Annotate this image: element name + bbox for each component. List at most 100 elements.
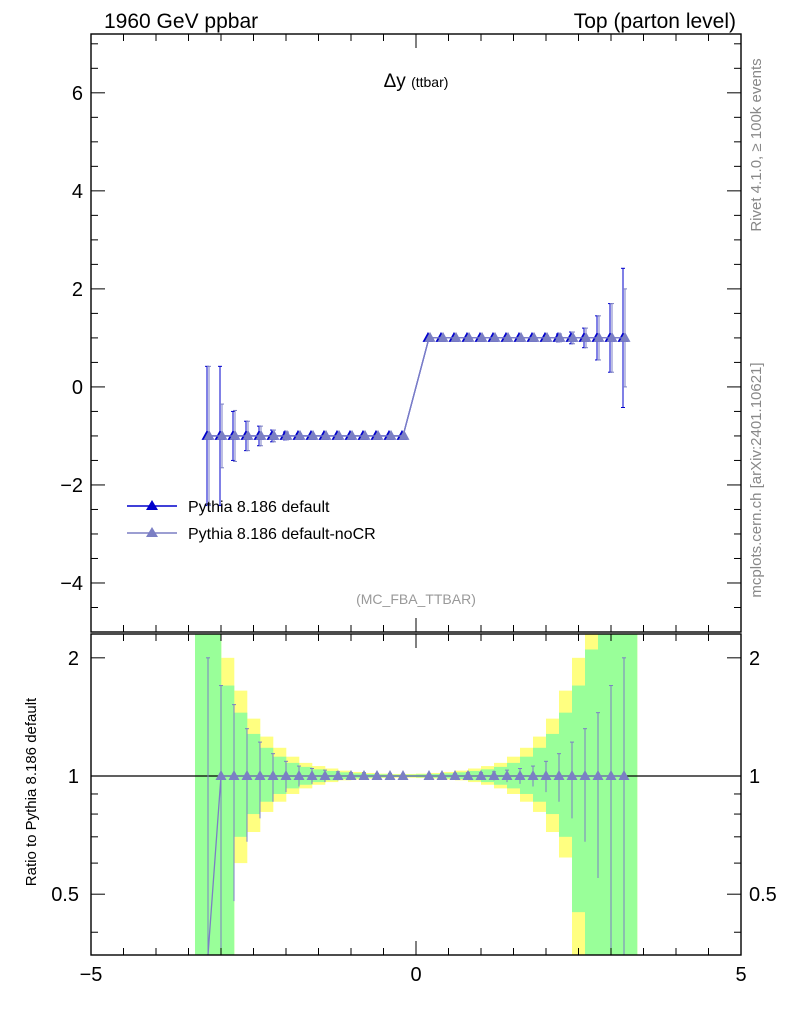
data-point	[333, 429, 345, 440]
legend-label-default: Pythia 8.186 default	[188, 499, 330, 516]
data-point	[255, 429, 267, 440]
ratio-xtick-label: 5	[735, 964, 746, 986]
data-point	[268, 429, 280, 440]
ratio-point	[566, 770, 578, 781]
legend-marker-nocr	[146, 527, 158, 537]
ratio-ytick-label: 1	[68, 766, 79, 788]
main-axis-ticks: −4 −2 0 2 4 6	[60, 34, 742, 633]
ratio-point	[345, 770, 357, 781]
data-point	[398, 429, 410, 440]
data-point	[203, 429, 215, 440]
data-point	[580, 331, 592, 342]
data-point	[242, 429, 254, 440]
ratio-axis-ticks: 0.5 0.5 1 1 2 2 −5 0 5	[51, 634, 777, 986]
header-left: 1960 GeV ppbar	[104, 10, 258, 33]
ratio-xtick-label: −5	[80, 964, 103, 986]
green-band-bin	[572, 685, 586, 913]
data-point	[385, 429, 397, 440]
ratio-ytick-label: 2	[68, 648, 79, 670]
green-band-bin	[624, 634, 638, 955]
data-point	[437, 331, 449, 342]
data-point	[528, 331, 540, 342]
data-point	[463, 331, 475, 342]
main-ytick-label: 6	[72, 83, 83, 105]
data-point	[450, 331, 462, 342]
ratio-point	[358, 770, 370, 781]
green-band-bin	[533, 747, 547, 802]
green-band-bin	[520, 756, 534, 794]
ratio-point	[514, 770, 526, 781]
ratio-point	[579, 770, 591, 781]
ratio-point	[423, 770, 435, 781]
ratio-point	[436, 770, 448, 781]
ratio-ytick-label-right: 0.5	[749, 884, 777, 906]
data-point	[372, 429, 384, 440]
ratio-point	[215, 770, 227, 781]
header-right: Top (parton level)	[574, 10, 736, 33]
ratio-point	[280, 770, 292, 781]
data-point	[359, 429, 371, 440]
ratio-ytick-label-right: 2	[749, 648, 760, 670]
ratio-ylabel: Ratio to Pythia 8.186 default	[23, 697, 40, 886]
mcplots-label: mcplots.cern.ch [arXiv:2401.10621]	[748, 362, 765, 597]
ratio-frame	[90, 633, 742, 956]
main-ytick-label: 2	[72, 279, 83, 301]
ratio-point	[228, 770, 240, 781]
data-point	[567, 331, 579, 342]
analysis-label: (MC_FBA_TTBAR)	[356, 591, 476, 607]
data-point	[619, 331, 631, 342]
main-ytick-label: 4	[72, 181, 83, 203]
data-point	[593, 331, 605, 342]
legend-label-nocr: Pythia 8.186 default-noCR	[188, 526, 376, 543]
legend: Pythia 8.186 default Pythia 8.186 defaul…	[127, 499, 376, 543]
data-point	[307, 429, 319, 440]
data-point	[515, 331, 527, 342]
ratio-point	[397, 770, 409, 781]
main-title: Δy (ttbar)	[384, 71, 449, 92]
ratio-ytick-label: 0.5	[51, 884, 79, 906]
ratio-point	[332, 770, 344, 781]
ratio-point	[605, 770, 617, 781]
ratio-point	[475, 770, 487, 781]
ratio-series	[91, 657, 741, 956]
ratio-point	[527, 770, 539, 781]
main-ytick-label: −2	[60, 475, 83, 497]
ratio-point	[540, 770, 552, 781]
ratio-point	[254, 770, 266, 781]
green-band-bin	[260, 747, 274, 802]
green-band-bin	[559, 712, 573, 837]
green-band-bin	[208, 634, 222, 955]
green-band-bin	[598, 634, 612, 955]
ratio-point	[384, 770, 396, 781]
ratio-point	[319, 770, 331, 781]
ratio-point	[449, 770, 461, 781]
main-series	[201, 267, 631, 507]
green-band-bin	[546, 733, 560, 815]
green-band-bin	[221, 685, 235, 955]
green-band-bin	[273, 756, 287, 794]
data-point	[229, 429, 241, 440]
data-point	[554, 331, 566, 342]
ratio-point	[618, 770, 630, 781]
ratio-point	[462, 770, 474, 781]
green-band-bin	[611, 634, 625, 955]
data-point	[476, 331, 488, 342]
data-point	[606, 331, 618, 342]
data-point	[424, 331, 436, 342]
ratio-point	[592, 770, 604, 781]
ratio-panel: 0.5 0.5 1 1 2 2 −5 0 5 Ratio to Pythia 8.186 def…	[23, 633, 777, 986]
green-band-bin	[247, 733, 261, 815]
series-line-1	[208, 337, 624, 437]
data-point	[489, 331, 501, 342]
ratio-ytick-label-right: 1	[749, 766, 760, 788]
data-point	[320, 429, 332, 440]
ratio-point	[553, 770, 565, 781]
ratio-point	[306, 770, 318, 781]
data-point	[281, 429, 293, 440]
green-band-bin	[585, 649, 599, 955]
data-point	[346, 429, 358, 440]
data-point	[294, 429, 306, 440]
legend-marker-default	[146, 500, 158, 510]
ratio-point	[501, 770, 513, 781]
